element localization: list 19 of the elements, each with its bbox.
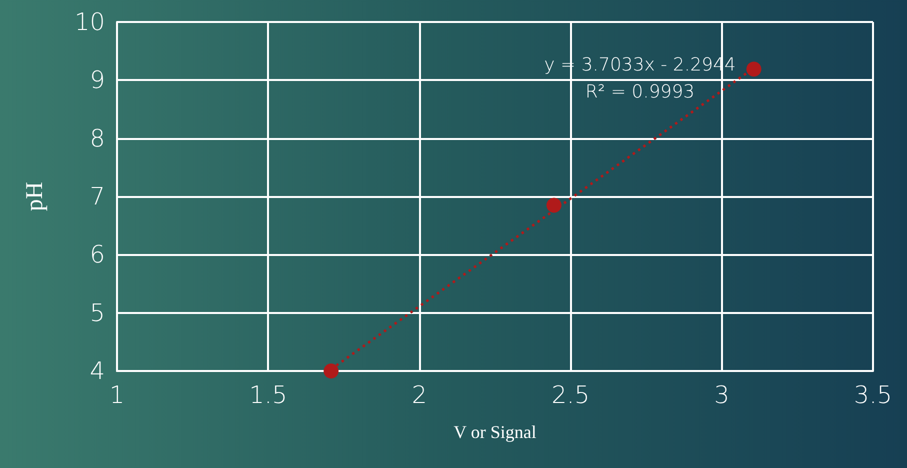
x-tick-label: 1.5: [249, 381, 288, 409]
x-tick-label: 2.5: [552, 381, 590, 409]
y-tick-label: 4: [90, 357, 105, 385]
x-tick-label: 2: [412, 381, 428, 409]
y-tick-label: 7: [90, 182, 105, 210]
y-tick-label: 8: [90, 124, 105, 152]
point: [546, 198, 562, 213]
annotation: R² = 0.9993: [585, 82, 695, 102]
point: [746, 62, 762, 77]
y-tick-label: 10: [74, 8, 105, 36]
y-tick-label: 9: [90, 66, 105, 94]
x-axis-title: V or Signal: [454, 422, 536, 442]
point: [324, 364, 339, 378]
x-tick-label: 3: [714, 381, 730, 409]
y-tick-label: 5: [90, 298, 105, 327]
x-tick-label: 3.5: [854, 381, 892, 409]
y-axis-title: pH: [22, 182, 48, 212]
x-tick-label: 1: [109, 381, 125, 409]
y-tick-label: 6: [90, 240, 105, 269]
